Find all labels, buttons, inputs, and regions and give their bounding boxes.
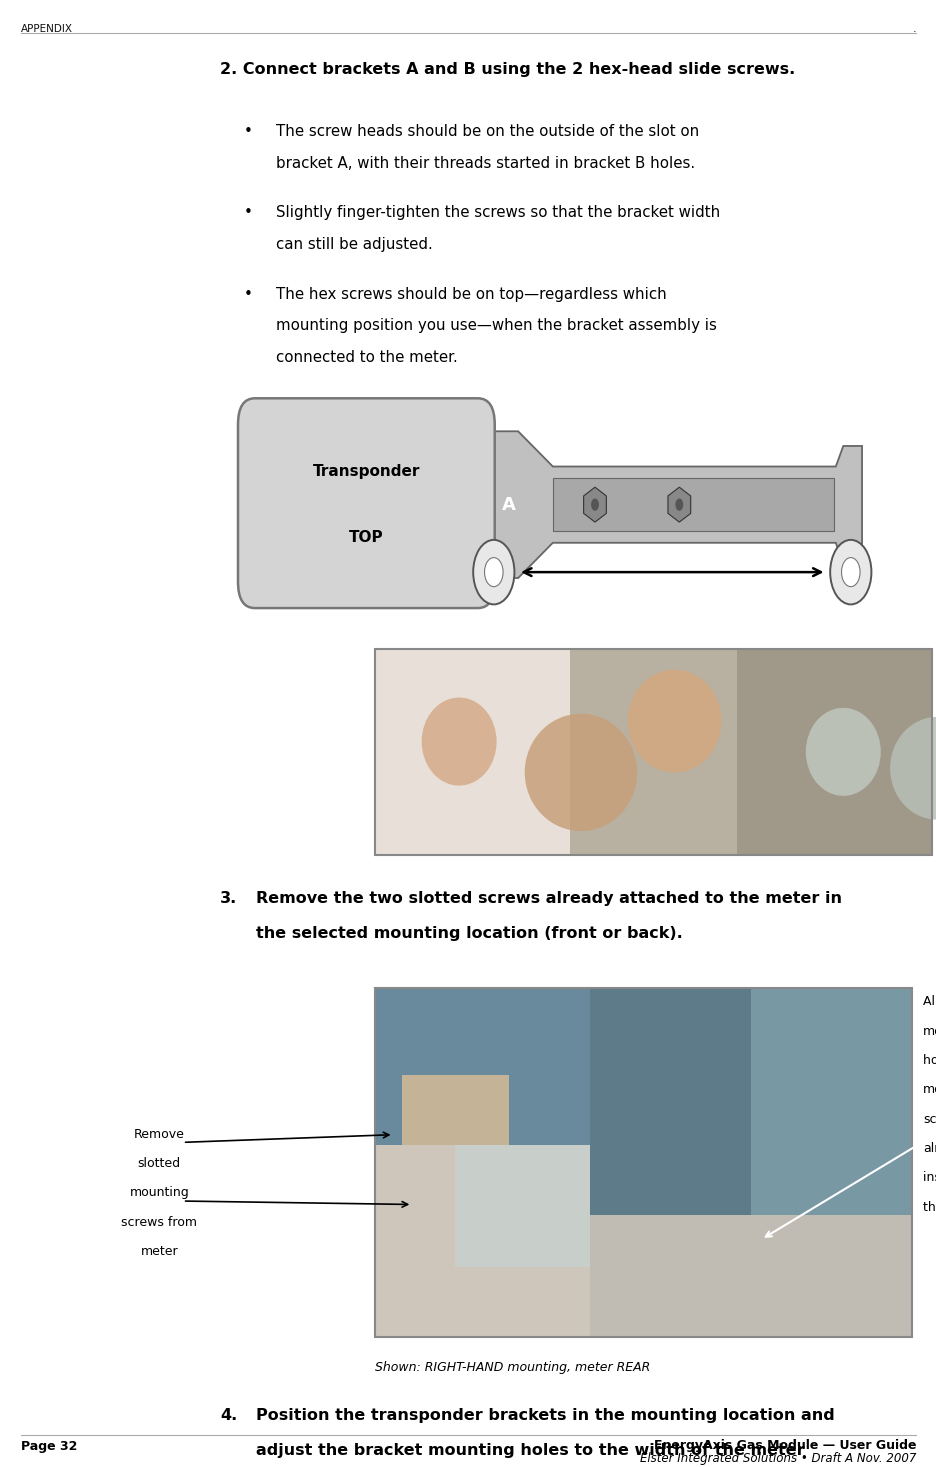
Bar — [374, 648, 569, 854]
Text: EnergyAxis Gas Module — User Guide: EnergyAxis Gas Module — User Guide — [653, 1439, 915, 1452]
Text: Align bracket: Align bracket — [922, 996, 936, 1008]
Text: Elster Integrated Solutions • Draft A Nov. 2007: Elster Integrated Solutions • Draft A No… — [639, 1452, 915, 1464]
Bar — [374, 1146, 589, 1338]
Ellipse shape — [805, 707, 880, 795]
Text: •: • — [243, 125, 252, 139]
Text: mounting: mounting — [129, 1187, 189, 1200]
Circle shape — [675, 499, 682, 511]
Bar — [374, 989, 589, 1146]
Bar — [374, 989, 911, 1338]
Text: APPENDIX: APPENDIX — [21, 23, 72, 34]
Circle shape — [829, 540, 870, 604]
Polygon shape — [583, 487, 606, 522]
Bar — [374, 648, 931, 854]
Text: installed in: installed in — [922, 1171, 936, 1184]
Text: Slightly finger-tighten the screws so that the bracket width: Slightly finger-tighten the screws so th… — [276, 205, 720, 220]
Ellipse shape — [421, 697, 496, 786]
Text: can still be adjusted.: can still be adjusted. — [276, 236, 432, 252]
Bar — [455, 1146, 589, 1267]
FancyBboxPatch shape — [238, 398, 494, 607]
Text: Page 32: Page 32 — [21, 1441, 77, 1452]
Polygon shape — [552, 478, 833, 531]
Text: Position the transponder brackets in the mounting location and: Position the transponder brackets in the… — [256, 1408, 834, 1423]
Text: Remove the two slotted screws already attached to the meter in: Remove the two slotted screws already at… — [256, 892, 841, 907]
Text: Remove: Remove — [134, 1128, 184, 1141]
FancyBboxPatch shape — [374, 648, 931, 854]
Bar — [750, 989, 911, 1215]
Text: meter: meter — [140, 1245, 178, 1259]
Text: the meter.: the meter. — [922, 1200, 936, 1213]
Circle shape — [591, 499, 598, 511]
Text: The hex screws should be on top—regardless which: The hex screws should be on top—regardle… — [276, 288, 666, 302]
Bar — [737, 648, 931, 854]
Ellipse shape — [627, 669, 721, 772]
Text: screws: screws — [922, 1113, 936, 1125]
Bar — [402, 1075, 508, 1146]
Text: mounting: mounting — [922, 1025, 936, 1037]
Text: adjust the bracket mounting holes to the width of the meter: adjust the bracket mounting holes to the… — [256, 1444, 804, 1458]
Circle shape — [841, 557, 859, 587]
Text: Transponder: Transponder — [313, 464, 419, 480]
Text: bracket A, with their threads started in bracket B holes.: bracket A, with their threads started in… — [276, 156, 695, 170]
Text: A: A — [502, 496, 515, 513]
Bar — [589, 989, 750, 1215]
FancyBboxPatch shape — [374, 989, 911, 1338]
Text: slotted: slotted — [138, 1157, 181, 1171]
Text: TOP: TOP — [349, 530, 383, 546]
Text: mounting: mounting — [922, 1083, 936, 1096]
Text: already: already — [922, 1143, 936, 1155]
Text: .: . — [912, 23, 915, 34]
Ellipse shape — [889, 717, 936, 820]
Ellipse shape — [524, 713, 636, 830]
Text: connected to the meter.: connected to the meter. — [276, 349, 458, 365]
Text: 3.: 3. — [220, 892, 237, 907]
Circle shape — [473, 540, 514, 604]
Polygon shape — [482, 431, 861, 578]
Text: the selected mounting location (front or back).: the selected mounting location (front or… — [256, 927, 681, 942]
Bar — [589, 1215, 911, 1338]
Text: 2. Connect brackets A and B using the 2 hex-head slide screws.: 2. Connect brackets A and B using the 2 … — [220, 62, 795, 78]
Text: screws from: screws from — [121, 1216, 197, 1229]
Text: •: • — [243, 205, 252, 220]
Text: The screw heads should be on the outside of the slot on: The screw heads should be on the outside… — [276, 125, 699, 139]
Text: 4.: 4. — [220, 1408, 237, 1423]
Text: •: • — [243, 288, 252, 302]
Bar — [569, 648, 737, 854]
Text: mounting position you use—when the bracket assembly is: mounting position you use—when the brack… — [276, 318, 717, 333]
Text: Shown: RIGHT-HAND mounting, meter REAR: Shown: RIGHT-HAND mounting, meter REAR — [374, 1361, 650, 1373]
Circle shape — [484, 557, 503, 587]
Text: holes with the: holes with the — [922, 1053, 936, 1067]
Polygon shape — [667, 487, 690, 522]
